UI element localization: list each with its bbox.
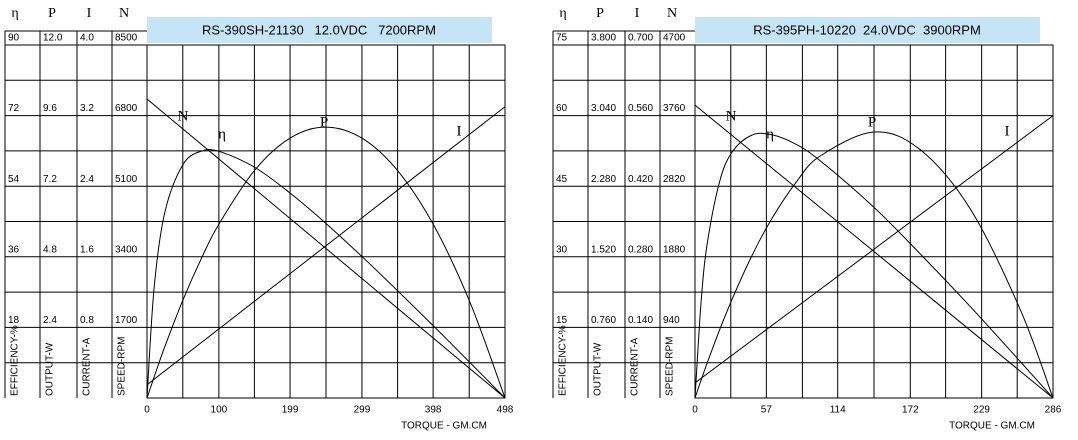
axis-symbol: η (11, 6, 18, 21)
y-tick-label: 2820 (663, 174, 686, 185)
axis-symbol: N (667, 6, 677, 21)
x-tick-label: 0 (692, 405, 698, 416)
curve (694, 132, 1054, 399)
y-tick-label: 1.6 (80, 244, 94, 255)
y-tick-label: 1880 (663, 244, 686, 255)
chart-title: RS-390SH-21130 12.0VDC 7200RPM (202, 22, 436, 37)
x-tick-label: 498 (497, 405, 514, 416)
y-tick-label: 1.520 (591, 244, 616, 255)
y-tick-label: 4.8 (43, 244, 57, 255)
y-tick-label: 0.420 (628, 174, 653, 185)
curve-label: N (178, 108, 189, 124)
y-tick-label: 0.280 (628, 244, 653, 255)
x-tick-label: 172 (902, 405, 919, 416)
chart-title: RS-395PH-10220 24.0VDC 3900RPM (753, 22, 981, 37)
axis-label: SPEED-RPM (665, 337, 676, 396)
y-tick-label: 9.6 (43, 103, 57, 114)
y-tick-label: 75 (556, 33, 568, 44)
x-axis-label: TORQUE - GM.CM (401, 421, 487, 432)
axis-symbol: N (119, 6, 129, 21)
y-tick-label: 0.140 (628, 315, 653, 326)
curve (694, 104, 1054, 399)
curve (146, 106, 506, 386)
curve-label: η (766, 126, 774, 142)
y-tick-label: 2.280 (591, 174, 616, 185)
y-tick-label: 30 (556, 244, 568, 255)
axis-symbol: I (635, 6, 640, 21)
y-tick-label: 4.0 (80, 33, 94, 44)
title-box (695, 17, 1040, 43)
x-tick-label: 114 (830, 405, 846, 416)
x-tick-label: 100 (211, 405, 228, 416)
x-tick-label: 299 (354, 405, 371, 416)
x-tick-label: 398 (425, 405, 442, 416)
y-tick-label: 15 (556, 315, 568, 326)
axis-symbol: P (48, 6, 56, 21)
x-tick-label: 286 (1045, 405, 1062, 416)
axis-symbol: η (559, 6, 566, 21)
y-tick-label: 3400 (115, 244, 138, 255)
x-tick-label: 0 (144, 405, 150, 416)
axis-label: CURRENT-A (630, 337, 641, 396)
curve-label: η (218, 126, 226, 142)
y-tick-label: 4700 (663, 33, 686, 44)
x-tick-label: 57 (761, 405, 773, 416)
y-tick-label: 6800 (115, 103, 138, 114)
y-tick-label: 54 (8, 174, 20, 185)
axis-label: OUTPUT-W (593, 342, 604, 396)
chart: RS-390SH-21130 12.0VDC 7200RPM η EFFICIENC… (4, 6, 514, 432)
curve (694, 131, 1054, 399)
y-tick-label: 18 (8, 315, 20, 326)
y-tick-label: 3.800 (591, 33, 616, 44)
chart: RS-395PH-10220 24.0VDC 3900RPM η EFFICIENC… (552, 6, 1062, 432)
y-tick-label: 60 (556, 103, 568, 114)
y-tick-label: 45 (556, 174, 568, 185)
y-tick-label: 0.8 (80, 315, 94, 326)
curve-label: I (1005, 123, 1010, 139)
curve (146, 148, 506, 399)
axis-label: OUTPUT-W (45, 342, 56, 396)
curve (146, 98, 506, 399)
y-tick-label: 0.760 (591, 315, 616, 326)
x-tick-label: 229 (973, 405, 990, 416)
y-tick-label: 12.0 (43, 33, 63, 44)
curve-label: N (726, 108, 737, 124)
y-tick-label: 2.4 (43, 315, 57, 326)
x-axis-label: TORQUE - GM.CM (949, 421, 1035, 432)
title-box (147, 17, 492, 43)
y-tick-label: 3.2 (80, 103, 94, 114)
y-tick-label: 90 (8, 33, 20, 44)
x-tick-label: 199 (282, 405, 299, 416)
curve-label: P (320, 114, 328, 130)
axis-symbol: P (596, 6, 604, 21)
y-tick-label: 3.040 (591, 103, 616, 114)
curve-label: P (868, 114, 876, 130)
y-tick-label: 940 (663, 315, 680, 326)
y-tick-label: 0.700 (628, 33, 653, 44)
curve (146, 126, 506, 399)
y-tick-label: 72 (8, 103, 20, 114)
axis-label: EFFICIENCY-% (10, 325, 21, 396)
y-tick-label: 0.560 (628, 103, 653, 114)
axis-label: SPEED-RPM (117, 337, 128, 396)
y-tick-label: 7.2 (43, 174, 57, 185)
y-tick-label: 1700 (115, 315, 138, 326)
y-tick-label: 5100 (115, 174, 138, 185)
y-tick-label: 36 (8, 244, 20, 255)
axis-label: CURRENT-A (82, 337, 93, 396)
y-tick-label: 3760 (663, 103, 686, 114)
axis-symbol: I (87, 6, 92, 21)
axis-label: EFFICIENCY-% (558, 325, 569, 396)
y-tick-label: 8500 (115, 33, 138, 44)
curve (694, 115, 1054, 384)
y-tick-label: 2.4 (80, 174, 94, 185)
curve-label: I (457, 123, 462, 139)
